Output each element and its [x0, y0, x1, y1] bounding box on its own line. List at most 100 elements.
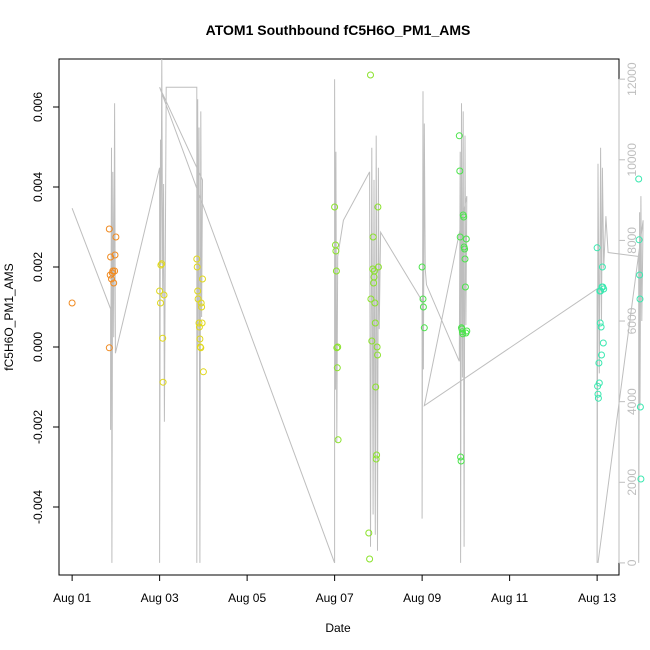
x-tick-label: Aug 13: [578, 591, 616, 605]
data-point-group-aug07: [367, 295, 375, 303]
y-tick-label: 0.004: [31, 172, 45, 202]
data-point-group-aug07: [334, 436, 342, 444]
data-point-group-aug07: [366, 555, 374, 563]
data-point-group-aug07: [333, 364, 341, 372]
data-point-group-aug03: [196, 335, 204, 343]
data-point-group-aug03: [198, 319, 206, 327]
data-point-group-aug13: [599, 339, 607, 347]
x-axis: Aug 01 Aug 03 Aug 05 Aug 07 Aug 09 Aug 11 Aug …: [53, 574, 616, 605]
data-point-group-aug09: [463, 327, 471, 335]
data-point-group-aug03: [160, 291, 168, 299]
y-tick-label: 0.006: [31, 92, 45, 122]
x-tick-label: Aug 01: [53, 591, 91, 605]
data-point-group-aug09: [420, 324, 428, 332]
y2-tick-label: 6000: [625, 307, 639, 334]
y2-tick-label: 12000: [625, 62, 639, 96]
points-layer: [68, 71, 645, 563]
data-point-group-aug03: [197, 299, 205, 307]
data-point-group-aug07: [332, 267, 340, 275]
y-axis: -0.004 -0.002 0.000 0.002 0.004 0.006: [31, 92, 60, 524]
data-point-group-aug13: [635, 175, 643, 183]
data-point-group-aug13: [597, 323, 605, 331]
y-tick-label: 0.000: [31, 332, 45, 362]
data-point-group-aug13: [594, 394, 602, 402]
data-point-group-aug07: [331, 203, 339, 211]
data-point-group-aug07: [373, 451, 381, 459]
data-point-group-aug13: [637, 475, 645, 483]
data-point-group-aug07: [332, 247, 340, 255]
data-point-group-aug07: [374, 351, 381, 359]
data-point-group-aug03: [193, 263, 201, 271]
plot-frame: [58, 58, 620, 576]
data-point-group-aug07: [374, 203, 382, 211]
x-tick-label: Aug 03: [141, 591, 179, 605]
y-axis-label: fC5H6O_PM1_AMS: [2, 263, 16, 370]
data-point-group-aug09: [455, 132, 463, 140]
x-axis-label: Date: [325, 621, 351, 635]
data-point-group-aug07: [371, 319, 379, 327]
data-point-group-aug03: [197, 344, 205, 352]
data-point-group-aug09: [419, 303, 427, 311]
data-point-group-aug13: [593, 244, 601, 252]
data-point-group-aug13: [636, 295, 644, 303]
secondary-series-line: [71, 58, 644, 564]
x-tick-label: Aug 09: [403, 591, 441, 605]
data-point-group-aug07: [368, 337, 376, 345]
data-point-group-aug09: [457, 453, 465, 461]
data-point-group-aug07: [334, 343, 342, 351]
y-tick-label: -0.004: [31, 490, 45, 524]
data-point-group-aug01: [111, 267, 119, 275]
y-tick-label: -0.002: [31, 410, 45, 444]
data-point-group-aug13: [636, 403, 644, 411]
secondary-line-layer: [71, 58, 644, 564]
data-point-group-aug01: [68, 299, 76, 307]
data-point-group-aug01: [105, 225, 113, 233]
data-point-group-aug13: [600, 285, 608, 293]
data-point-group-aug07: [371, 299, 379, 307]
data-point-group-aug09: [457, 457, 465, 465]
data-point-group-aug07: [373, 343, 381, 351]
data-point-group-aug09: [462, 235, 470, 243]
y2-tick-label: 2000: [625, 469, 639, 496]
data-point-group-aug07: [369, 233, 377, 241]
y-tick-label: 0.002: [31, 252, 45, 282]
data-point-group-aug03: [193, 255, 201, 263]
x-tick-label: Aug 07: [316, 591, 354, 605]
x-tick-label: Aug 05: [228, 591, 266, 605]
data-point-group-aug13: [598, 351, 605, 359]
data-point-group-aug13: [636, 271, 644, 279]
data-point-group-aug09: [456, 233, 464, 241]
data-point-group-aug07: [370, 267, 378, 275]
y2-tick-label: 4000: [625, 388, 639, 415]
data-point-group-aug03: [195, 319, 203, 327]
data-point-group-aug03: [194, 287, 202, 295]
data-point-group-aug03: [199, 275, 206, 283]
data-point-group-aug01: [111, 251, 119, 259]
y2-tick-label: 10000: [625, 143, 639, 177]
data-point-group-aug09: [419, 295, 427, 303]
data-point-group-aug13: [598, 263, 606, 271]
data-point-group-aug09: [461, 283, 469, 291]
data-point-group-aug09: [461, 245, 469, 253]
data-point-group-aug13: [635, 236, 643, 244]
y2-axis: 0 2000 4000 6000 8000 10000 12000: [618, 62, 639, 566]
data-point-group-aug07: [372, 455, 380, 463]
data-point-group-aug03: [158, 260, 166, 268]
data-point-group-aug01: [107, 253, 115, 261]
y2-tick-label: 8000: [625, 227, 639, 254]
data-point-group-aug07: [367, 71, 374, 79]
data-point-group-aug03: [198, 303, 206, 311]
data-point-group-aug07: [372, 383, 380, 391]
data-point-group-aug03: [157, 299, 164, 307]
data-point-group-aug13: [596, 319, 604, 327]
y2-tick-label: 0: [625, 559, 639, 566]
data-point-group-aug01: [105, 344, 113, 352]
data-point-group-aug03: [159, 334, 167, 342]
data-point-group-aug07: [365, 529, 373, 537]
data-point-group-aug03: [156, 287, 164, 295]
data-point-group-aug07: [333, 344, 341, 352]
data-point-group-aug13: [595, 359, 603, 367]
data-point-group-aug03: [199, 368, 207, 376]
data-point-group-aug07: [374, 263, 382, 271]
